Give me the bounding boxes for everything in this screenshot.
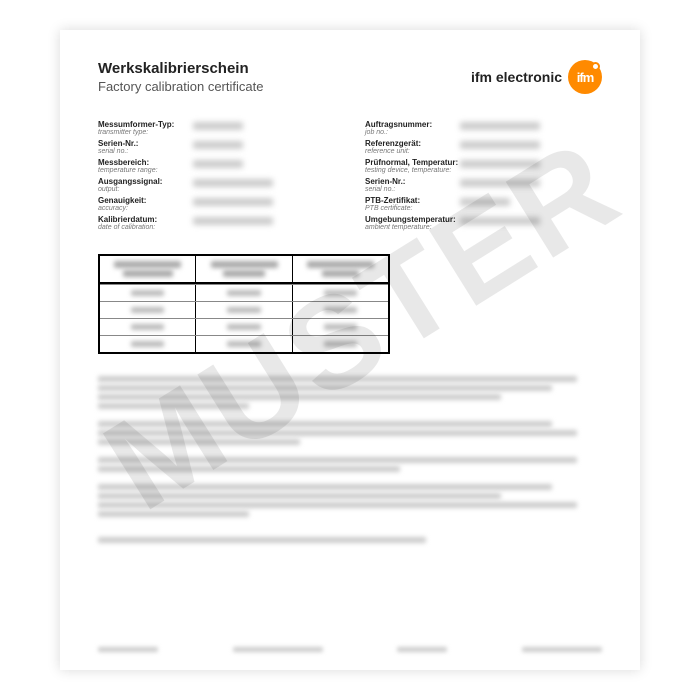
field-row: Auftragsnummer:job no.:: [365, 120, 602, 136]
table-cell: [100, 285, 196, 301]
table-cell: [100, 319, 196, 335]
table-cell: [100, 302, 196, 318]
table-cell: [293, 302, 388, 318]
field-value-redacted: [460, 217, 540, 225]
footer-item: [233, 647, 323, 652]
footer: [98, 647, 602, 652]
field-label: Auftragsnummer:job no.:: [365, 120, 460, 136]
table-cell: [293, 319, 388, 335]
field-label: Umgebungstemperatur:ambient temperature:: [365, 215, 460, 231]
paragraph-4: [98, 484, 602, 517]
field-row: Referenzgerät:reference unit:: [365, 139, 602, 155]
field-row: Umgebungstemperatur:ambient temperature:: [365, 215, 602, 231]
paragraph-3: [98, 457, 602, 472]
table-row: [100, 284, 388, 301]
field-label: Prüfnormal, Temperatur:testing device, t…: [365, 158, 460, 174]
header: Werkskalibrierschein Factory calibration…: [98, 60, 602, 94]
note-line: [98, 537, 426, 543]
field-value-redacted: [193, 179, 273, 187]
field-label: Referenzgerät:reference unit:: [365, 139, 460, 155]
table-body: [100, 284, 388, 352]
field-label: Serien-Nr.:serial no.:: [365, 177, 460, 193]
field-label: Kalibrierdatum:date of calibration:: [98, 215, 193, 231]
field-row: Serien-Nr.:serial no.:: [98, 139, 335, 155]
field-label: Ausgangssignal:output:: [98, 177, 193, 193]
brand-logo: ifm: [568, 60, 602, 94]
footer-item: [98, 647, 158, 652]
brand-text: ifm electronic: [471, 69, 562, 85]
data-table: [98, 254, 390, 354]
table-header-row: [100, 256, 388, 284]
table-cell: [196, 336, 292, 352]
paragraph-1: [98, 376, 602, 409]
logo-dot-icon: [591, 62, 600, 71]
left-column: Messumformer-Typ:transmitter type: Serien…: [98, 120, 335, 234]
table-cell: [293, 285, 388, 301]
table-cell: [196, 302, 292, 318]
table-header-cell: [293, 256, 388, 282]
title-block: Werkskalibrierschein Factory calibration…: [98, 60, 263, 94]
table-cell: [196, 319, 292, 335]
table-cell: [100, 336, 196, 352]
field-label: PTB-Zertifikat:PTB certificate:: [365, 196, 460, 212]
field-row: Messumformer-Typ:transmitter type:: [98, 120, 335, 136]
footer-item: [397, 647, 447, 652]
field-value-redacted: [460, 179, 540, 187]
table-row: [100, 335, 388, 352]
footer-item: [522, 647, 602, 652]
field-label: Serien-Nr.:serial no.:: [98, 139, 193, 155]
paragraph-2: [98, 421, 602, 445]
field-row: Ausgangssignal:output:: [98, 177, 335, 193]
table-row: [100, 318, 388, 335]
fields-block: Messumformer-Typ:transmitter type: Serien…: [98, 120, 602, 234]
field-row: Messbereich:temperature range:: [98, 158, 335, 174]
field-value-redacted: [460, 122, 540, 130]
title-en: Factory calibration certificate: [98, 79, 263, 94]
field-value-redacted: [460, 141, 540, 149]
field-value-redacted: [193, 217, 273, 225]
brand: ifm electronic ifm: [471, 60, 602, 94]
logo-text: ifm: [577, 70, 594, 85]
field-label: Genauigkeit:accuracy:: [98, 196, 193, 212]
field-value-redacted: [460, 198, 510, 206]
field-row: Kalibrierdatum:date of calibration:: [98, 215, 335, 231]
field-label: Messbereich:temperature range:: [98, 158, 193, 174]
field-value-redacted: [460, 160, 540, 168]
right-column: Auftragsnummer:job no.: Referenzgerät:ref…: [365, 120, 602, 234]
field-row: PTB-Zertifikat:PTB certificate:: [365, 196, 602, 212]
table-cell: [196, 285, 292, 301]
table-row: [100, 301, 388, 318]
table-header-cell: [196, 256, 292, 282]
certificate-page: MUSTER Werkskalibrierschein Factory cali…: [60, 30, 640, 670]
field-row: Genauigkeit:accuracy:: [98, 196, 335, 212]
field-value-redacted: [193, 141, 243, 149]
field-value-redacted: [193, 198, 273, 206]
table-cell: [293, 336, 388, 352]
table-header-cell: [100, 256, 196, 282]
title-de: Werkskalibrierschein: [98, 60, 263, 77]
field-value-redacted: [193, 160, 243, 168]
field-row: Serien-Nr.:serial no.:: [365, 177, 602, 193]
field-row: Prüfnormal, Temperatur:testing device, t…: [365, 158, 602, 174]
field-value-redacted: [193, 122, 243, 130]
field-label: Messumformer-Typ:transmitter type:: [98, 120, 193, 136]
